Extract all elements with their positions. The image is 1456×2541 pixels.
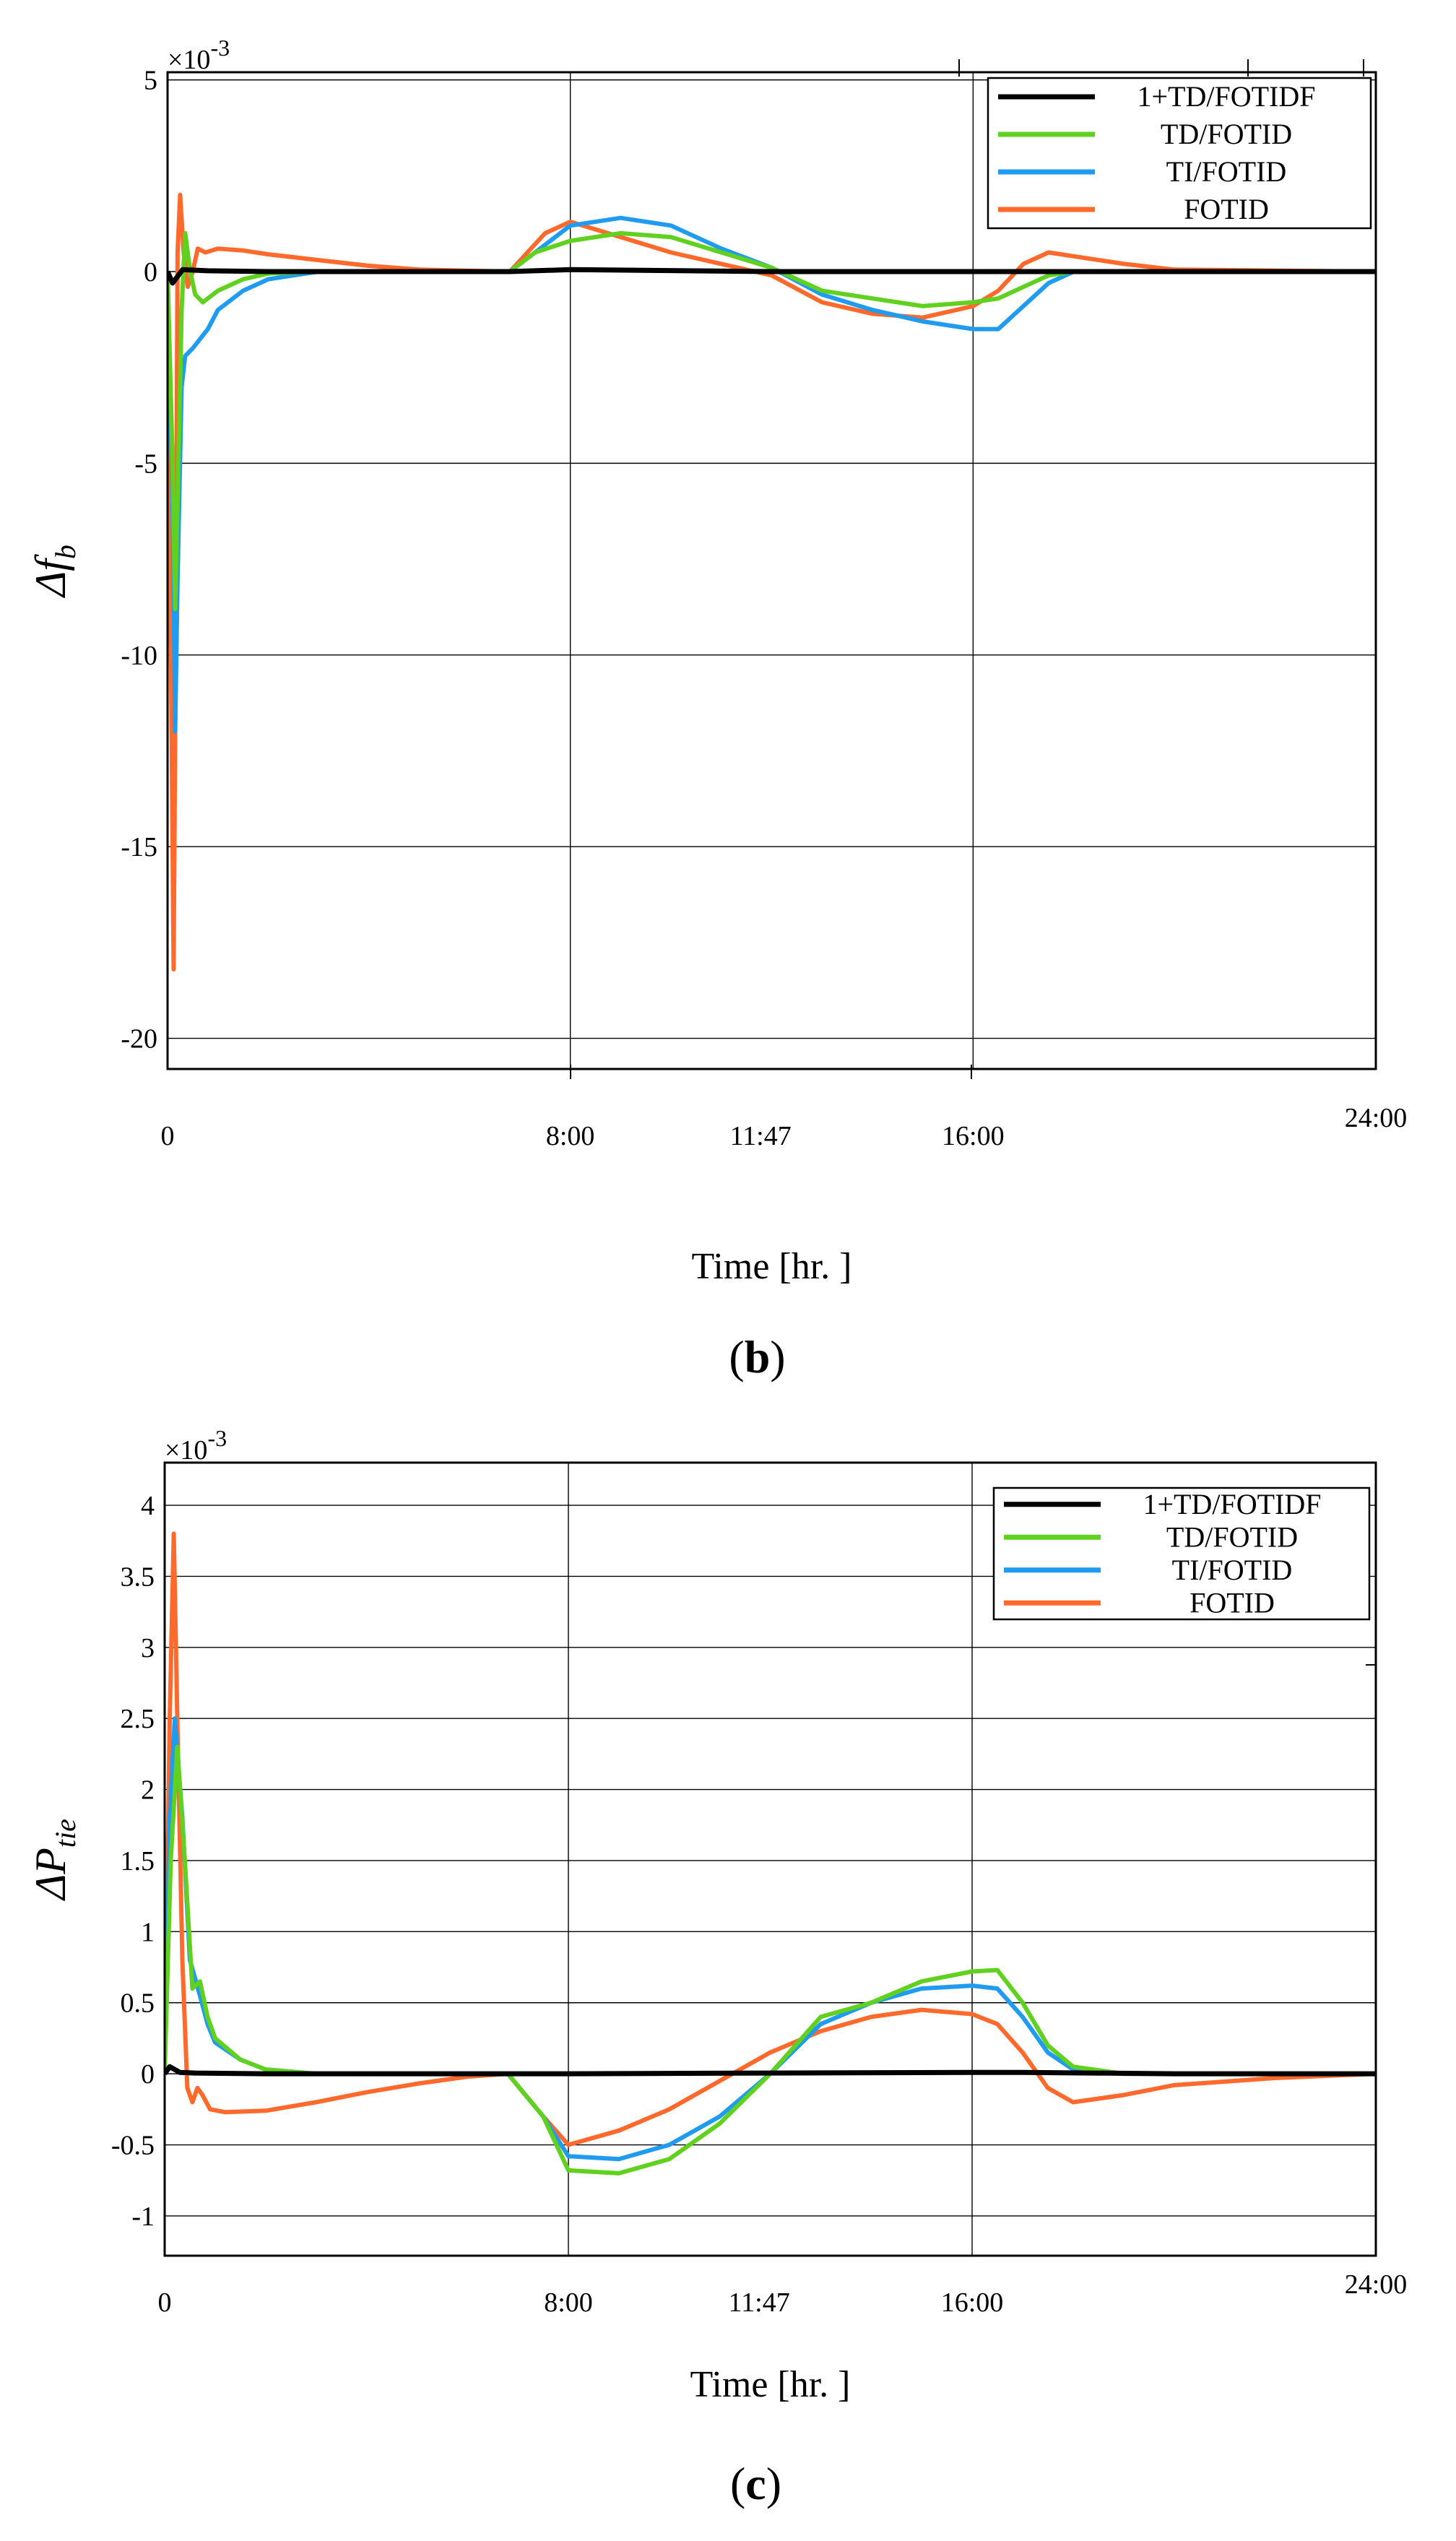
plot-frame <box>163 1461 1377 2257</box>
y-axis-label-main: Δf <box>27 554 74 598</box>
panel-caption-close: ) <box>770 1331 785 1382</box>
panel-caption: (c) <box>730 2458 781 2509</box>
y-tick-label: 3.5 <box>121 1562 155 1592</box>
series-line-fotid <box>165 1531 1376 2147</box>
y-tick-label: -10 <box>121 641 157 671</box>
y-tick-label: 1 <box>141 1917 155 1947</box>
y-tick-label: -1 <box>131 2202 155 2232</box>
series-line-td-fotid <box>165 1744 1376 2176</box>
plot-frame <box>166 71 1377 1070</box>
x-tick-label: 8:00 <box>544 2287 593 2318</box>
panel-caption-open: ( <box>729 1331 744 1382</box>
y-axis-label: ΔPtie <box>27 1819 82 1901</box>
x-tick-label: 0 <box>158 2287 172 2318</box>
y-axis-label-main: ΔP <box>27 1848 74 1901</box>
y-tick-label: 2.5 <box>121 1704 155 1734</box>
y-tick-label: 5 <box>144 66 157 96</box>
y-exponent-base: ×10 <box>168 45 210 75</box>
y-exponent-base: ×10 <box>165 1435 207 1466</box>
y-tick-label: 2 <box>141 1775 155 1806</box>
y-tick-label: 0.5 <box>121 1988 155 2019</box>
y-tick-label: 1.5 <box>121 1846 155 1876</box>
y-exponent-power: -3 <box>207 1425 227 1451</box>
y-exponent-power: -3 <box>210 35 230 61</box>
chart-panel-c: 4 3.5 3 2.5 2 1.5 1 0.5 0 -0.5 -1 0 8:00 11:47 16:00 24… <box>27 1425 1407 2509</box>
chart-panel-b: 5 0 -5 -10 -15 -20 0 8:00 11:47 16:00 24:00 ×10-3 Δf… <box>27 35 1407 1382</box>
legend-box <box>987 77 1372 230</box>
legend-label: FOTID <box>1190 1586 1275 1619</box>
series-line-fotid <box>168 192 1376 971</box>
legend-label: TI/FOTID <box>1166 155 1287 188</box>
x-tick-label: 24:00 <box>1345 2269 1408 2300</box>
x-axis-label: Time [hr. ] <box>692 1246 852 1287</box>
y-exponent-label: ×10-3 <box>165 1425 227 1466</box>
y-tick-label: -5 <box>134 449 157 479</box>
y-tick-label: -0.5 <box>111 2131 155 2161</box>
panel-caption: (b) <box>729 1331 785 1382</box>
panel-caption-close: ) <box>766 2458 781 2509</box>
x-tick-label: 11:47 <box>729 2287 790 2318</box>
y-axis-label: Δfb <box>27 545 82 598</box>
legend-label: TI/FOTID <box>1172 1554 1293 1586</box>
legend-label: TD/FOTID <box>1166 1520 1298 1553</box>
legend-label: 1+TD/FOTIDF <box>1143 1488 1321 1520</box>
legend-label: FOTID <box>1184 193 1269 225</box>
y-tick-label: -20 <box>121 1024 157 1055</box>
panel-caption-letter: c <box>745 2458 766 2509</box>
y-tick-label: 4 <box>141 1491 155 1521</box>
y-tick-label: 0 <box>141 2059 155 2090</box>
y-tick-label: 3 <box>141 1633 155 1663</box>
x-axis-label: Time [hr. ] <box>690 2364 851 2405</box>
panel-caption-letter: b <box>745 1331 771 1382</box>
y-exponent-label: ×10-3 <box>168 35 230 75</box>
y-tick-label: 0 <box>144 257 157 287</box>
y-tick-label: -15 <box>121 832 157 862</box>
legend-box <box>992 1486 1371 1621</box>
series-line-1-td-fotidf <box>165 2064 1376 2077</box>
legend-label: 1+TD/FOTIDF <box>1137 80 1315 113</box>
series-line-1-td-fotidf <box>168 267 1376 286</box>
x-tick-label: 16:00 <box>942 1121 1005 1151</box>
series-line-td-fotid <box>168 230 1376 612</box>
x-tick-label: 0 <box>161 1121 175 1151</box>
series-line-ti-fotid <box>165 1716 1376 2162</box>
x-tick-label: 24:00 <box>1345 1103 1408 1133</box>
panel-caption-open: ( <box>730 2458 745 2509</box>
x-tick-label: 16:00 <box>941 2287 1004 2318</box>
y-axis-label-subscript: tie <box>49 1819 82 1848</box>
x-tick-label: 11:47 <box>730 1121 792 1151</box>
x-tick-label: 8:00 <box>546 1121 595 1151</box>
series-line-ti-fotid <box>168 215 1376 734</box>
y-axis-label-subscript: b <box>49 545 82 559</box>
legend-label: TD/FOTID <box>1161 118 1292 150</box>
